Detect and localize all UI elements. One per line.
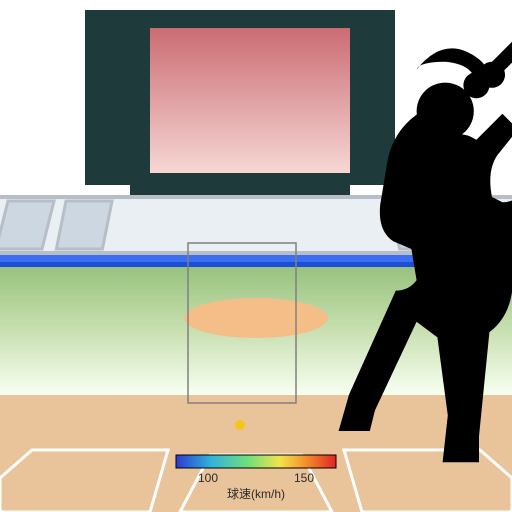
scoreboard	[85, 10, 395, 225]
speed-tick: 150	[294, 471, 314, 485]
speed-caption: 球速(km/h)	[227, 487, 285, 501]
pitchers-mound	[184, 298, 328, 338]
speed-tick: 100	[198, 471, 218, 485]
pitch-marker	[235, 420, 245, 430]
pitch-location-diagram: 100 150 球速(km/h)	[0, 0, 512, 512]
